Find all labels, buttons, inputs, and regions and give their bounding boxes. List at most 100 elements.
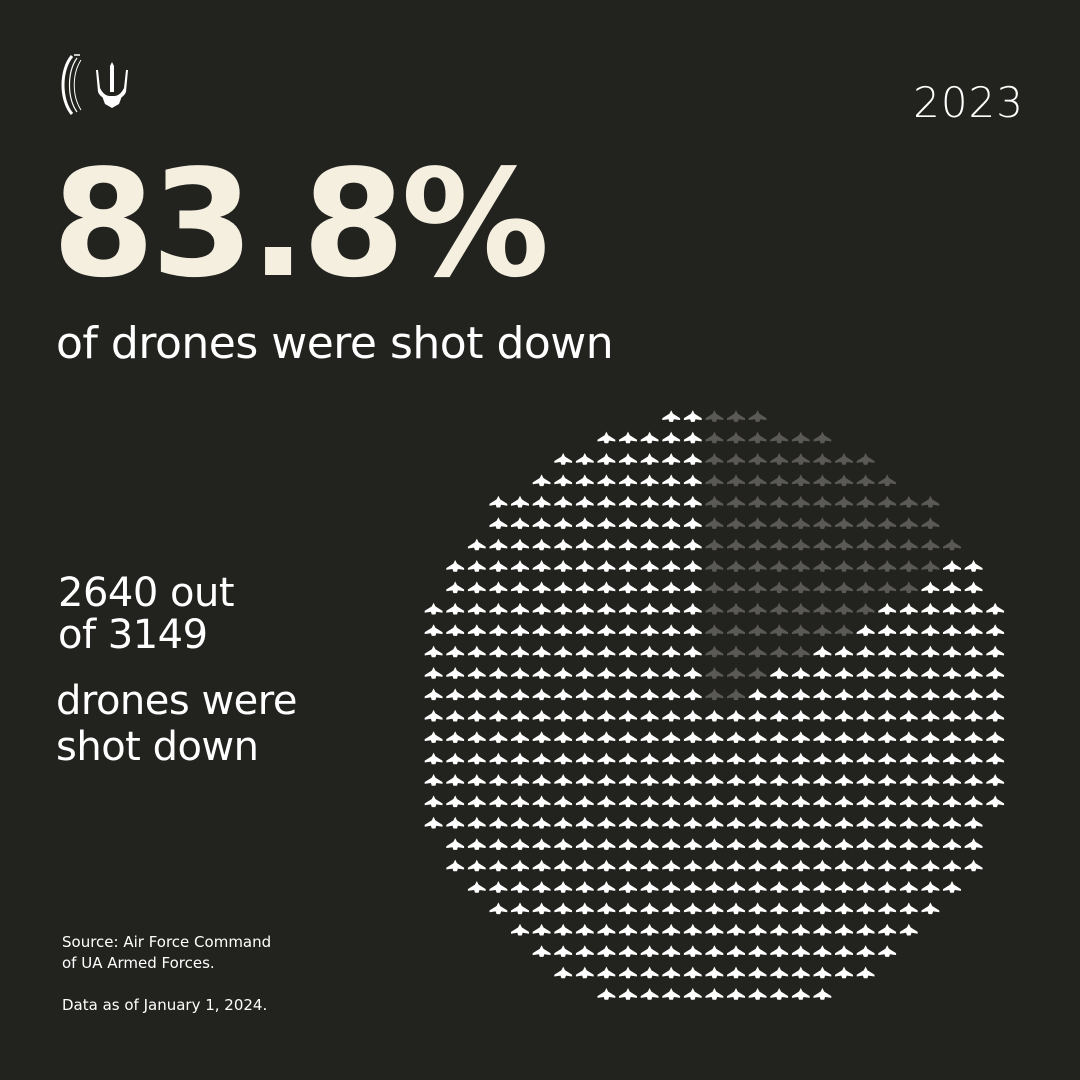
drone-icon-shot-down bbox=[662, 453, 681, 465]
drone-icon-shot-down bbox=[597, 602, 616, 615]
drone-icon-shot-down bbox=[683, 923, 702, 936]
drone-icon-shot-down bbox=[683, 966, 702, 979]
drone-icon-shot-down bbox=[619, 709, 637, 722]
drone-icon-shot-down bbox=[554, 560, 573, 572]
drones-caption-line-2: shot down bbox=[56, 724, 259, 770]
drone-icon-shot-down bbox=[532, 667, 551, 679]
drone-icon-shot-down bbox=[662, 602, 681, 615]
drone-icon-shot-down bbox=[835, 966, 853, 979]
drone-icon-shot-down bbox=[835, 752, 853, 765]
drone-icon-shot-down bbox=[467, 688, 486, 701]
drone-icon-shot-down bbox=[532, 902, 551, 915]
drone-icon-shot-down bbox=[619, 453, 637, 465]
drone-icon-shot-down bbox=[575, 795, 594, 808]
drone-icon-shot-down bbox=[748, 945, 767, 957]
drone-icon-shot-down bbox=[619, 988, 637, 1000]
drone-icon-shot-down bbox=[662, 774, 681, 786]
drone-icon-not-shot-down bbox=[791, 602, 810, 615]
drone-icon-shot-down bbox=[597, 752, 616, 765]
drone-icon-shot-down bbox=[813, 731, 832, 743]
drone-icon-shot-down bbox=[856, 881, 875, 893]
drone-icon-shot-down bbox=[619, 645, 637, 658]
drone-icon-shot-down bbox=[511, 774, 529, 786]
drone-icon-not-shot-down bbox=[770, 517, 789, 529]
drone-icon-not-shot-down bbox=[748, 538, 767, 551]
drone-icon-not-shot-down bbox=[921, 517, 940, 529]
drone-icon-shot-down bbox=[619, 816, 637, 829]
drone-icon-shot-down bbox=[813, 881, 832, 893]
drone-icon-shot-down bbox=[813, 667, 832, 679]
drone-icon-shot-down bbox=[597, 838, 616, 850]
drone-icon-shot-down bbox=[748, 731, 767, 743]
drone-icon-shot-down bbox=[727, 988, 745, 1000]
drone-icon-shot-down bbox=[705, 859, 724, 872]
drone-icon-shot-down bbox=[554, 453, 573, 465]
drone-icon-shot-down bbox=[575, 538, 594, 551]
drone-icon-not-shot-down bbox=[748, 517, 767, 529]
drone-icon-shot-down bbox=[943, 581, 961, 594]
drone-icon-shot-down bbox=[489, 688, 508, 701]
drone-icon-shot-down bbox=[489, 560, 508, 572]
drone-icon-not-shot-down bbox=[791, 517, 810, 529]
drone-icon-shot-down bbox=[921, 688, 940, 701]
drone-icon-shot-down bbox=[878, 881, 897, 893]
drone-icon-shot-down bbox=[899, 859, 918, 872]
drone-icon-shot-down bbox=[424, 709, 443, 722]
drone-icon-shot-down bbox=[554, 624, 573, 636]
drone-icon-shot-down bbox=[511, 667, 529, 679]
drone-icon-shot-down bbox=[813, 816, 832, 829]
drone-icon-shot-down bbox=[683, 988, 702, 1000]
drone-icon-not-shot-down bbox=[813, 453, 832, 465]
drone-icon-shot-down bbox=[467, 752, 486, 765]
drone-icon-shot-down bbox=[532, 945, 551, 957]
drone-icon-shot-down bbox=[554, 752, 573, 765]
drone-icon-shot-down bbox=[619, 859, 637, 872]
drone-icon-shot-down bbox=[575, 709, 594, 722]
drone-icon-shot-down bbox=[943, 795, 961, 808]
drone-icon-not-shot-down bbox=[748, 560, 767, 572]
drone-icon-shot-down bbox=[964, 602, 983, 615]
drone-icon-shot-down bbox=[575, 474, 594, 487]
drone-icon-not-shot-down bbox=[727, 624, 745, 636]
drone-icon-shot-down bbox=[424, 645, 443, 658]
drone-icon-shot-down bbox=[511, 731, 529, 743]
drone-icon-shot-down bbox=[770, 709, 789, 722]
drone-icon-shot-down bbox=[964, 816, 983, 829]
drone-icon-not-shot-down bbox=[770, 602, 789, 615]
drone-icon-shot-down bbox=[899, 752, 918, 765]
drone-icon-shot-down bbox=[532, 752, 551, 765]
drone-icon-shot-down bbox=[489, 624, 508, 636]
drone-icon-shot-down bbox=[943, 816, 961, 829]
drone-icon-shot-down bbox=[446, 816, 465, 829]
drone-icon-shot-down bbox=[943, 645, 961, 658]
drone-icon-shot-down bbox=[554, 517, 573, 529]
drone-icon-shot-down bbox=[727, 774, 745, 786]
drone-icon-shot-down bbox=[813, 859, 832, 872]
drone-icon-shot-down bbox=[532, 688, 551, 701]
drone-icon-shot-down bbox=[683, 881, 702, 893]
drone-icon-shot-down bbox=[878, 709, 897, 722]
drone-icon-shot-down bbox=[640, 431, 659, 444]
drone-icon-shot-down bbox=[662, 752, 681, 765]
drone-icon-shot-down bbox=[467, 774, 486, 786]
drone-icon-not-shot-down bbox=[791, 453, 810, 465]
drone-icon-shot-down bbox=[791, 709, 810, 722]
drone-icon-shot-down bbox=[791, 859, 810, 872]
drone-icon-shot-down bbox=[597, 945, 616, 957]
drone-icon-shot-down bbox=[921, 731, 940, 743]
drone-icon-shot-down bbox=[619, 624, 637, 636]
drone-icon-shot-down bbox=[640, 859, 659, 872]
drone-icon-shot-down bbox=[467, 624, 486, 636]
drone-icon-shot-down bbox=[878, 838, 897, 850]
drone-icon-shot-down bbox=[489, 645, 508, 658]
drone-icon-shot-down bbox=[662, 966, 681, 979]
drone-icon-shot-down bbox=[748, 816, 767, 829]
drone-icon-shot-down bbox=[835, 881, 853, 893]
drone-icon-shot-down bbox=[532, 838, 551, 850]
drone-icon-shot-down bbox=[619, 474, 637, 487]
drone-icon-shot-down bbox=[813, 923, 832, 936]
drone-icon-shot-down bbox=[813, 988, 832, 1000]
drone-icon-not-shot-down bbox=[899, 517, 918, 529]
drone-icon-shot-down bbox=[619, 560, 637, 572]
drone-icon-not-shot-down bbox=[705, 410, 724, 422]
